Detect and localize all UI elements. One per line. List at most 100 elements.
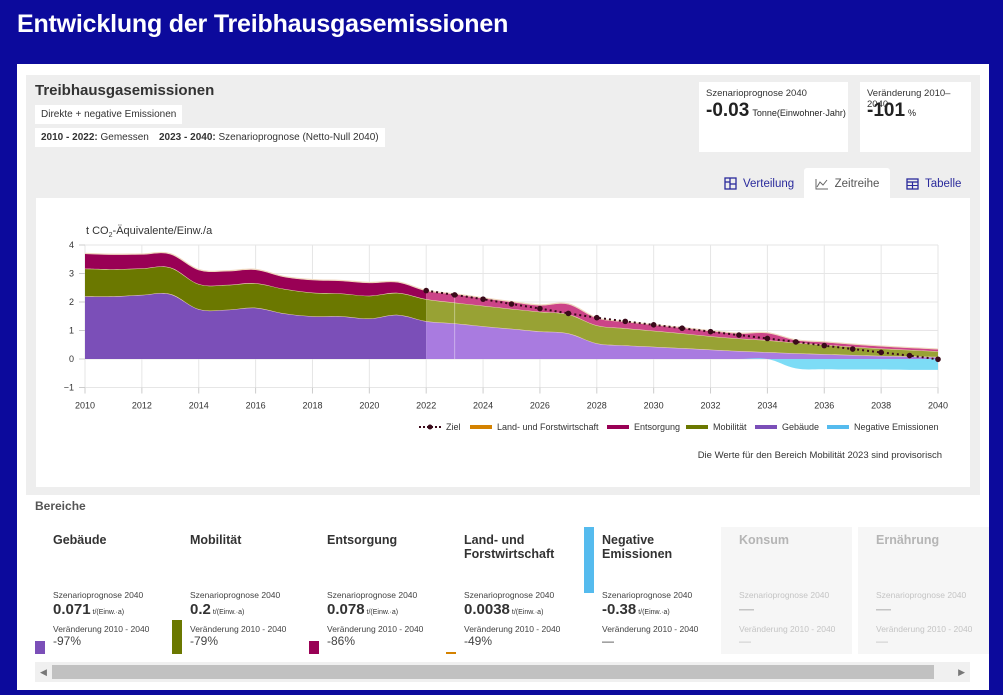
y-tick-label: 0 (69, 354, 74, 364)
bereich-card-4[interactable]: Land- und Forstwirtschaft Szenarioprognos… (446, 527, 577, 654)
tab-tabelle[interactable]: Tabelle (900, 168, 967, 199)
card-value: 0.071 (53, 601, 91, 618)
legend-item-negative-emissionen[interactable]: Negative Emissionen (827, 422, 939, 432)
bereich-card-2[interactable]: Mobilität Szenarioprognose 2040 0.2 t/(Einw… (172, 527, 303, 654)
card-title: Gebäude (53, 533, 107, 547)
card-forecast-value: -0.38 t/(Einw.·a) (602, 601, 670, 618)
card-unit: t/(Einw.·a) (212, 609, 245, 616)
tab-label: Zeitreihe (834, 177, 880, 190)
legend-item-ziel[interactable]: Ziel (419, 422, 461, 432)
x-tick-label: 2028 (587, 401, 607, 411)
card-change-label: Veränderung 2010 - 2040 (602, 624, 699, 634)
x-tick-label: 2038 (871, 401, 891, 411)
card-change-label: Veränderung 2010 - 2040 (739, 624, 836, 634)
target-point (707, 328, 714, 335)
scrollbar-thumb[interactable] (52, 665, 934, 679)
emissions-chart: 2010 2012 2014 2016 2018 2020 2022 2024 2026 2028… (64, 225, 948, 461)
area-geb-ude-forecast (426, 321, 938, 359)
page-title: Entwicklung der Treibhausgasemissionen (17, 10, 509, 38)
target-series (423, 287, 941, 363)
layout-icon (724, 177, 737, 190)
card-forecast-value: 0.078 t/(Einw.·a) (327, 601, 398, 618)
target-point (793, 339, 799, 345)
x-tick-label: 2032 (701, 401, 721, 411)
card-change-label: Veränderung 2010 - 2040 (876, 624, 973, 634)
kpi-forecast-2040: Szenarioprognose 2040 -0.03 Tonne(Einwohn… (699, 82, 848, 152)
kpi-value: -0.03 Tonne(Einwohner·Jahr) (706, 100, 846, 122)
card-value: — (739, 601, 754, 618)
target-point (878, 349, 884, 356)
tab-label: Verteilung (743, 177, 795, 190)
chart-areas (84, 251, 939, 370)
target-point (451, 292, 458, 298)
target-point (622, 318, 629, 325)
card-forecast-label: Szenarioprognose 2040 (190, 590, 281, 600)
card-title: Ernährung (876, 533, 940, 547)
area-negative-emissionen (85, 358, 938, 370)
kpi-number: -0.03 (706, 100, 750, 121)
legend-swatch (607, 425, 629, 429)
measured-period-chip: 2010 - 2022: Gemessen (35, 128, 155, 147)
legend-label: Gebäude (782, 422, 819, 432)
forecast-period-label: 2023 - 2040: (159, 132, 216, 143)
card-value: 0.0038 (464, 601, 510, 618)
legend-label: Mobilität (713, 422, 747, 432)
card-title: Entsorgung (327, 533, 398, 547)
y-tick-label: 2 (69, 297, 74, 307)
card-value-bar (309, 641, 319, 654)
x-tick-label: 2018 (302, 401, 322, 411)
x-tick-label: 2014 (189, 401, 209, 411)
card-forecast-label: Szenarioprognose 2040 (464, 590, 555, 600)
card-title: Negative Emissionen (602, 533, 673, 561)
area-entsorgung-forecast (426, 290, 938, 352)
horizontal-scrollbar[interactable]: ◀ ▶ (35, 662, 970, 682)
scope-chip: Direkte + negative Emissionen (35, 105, 183, 124)
x-tick-label: 2036 (814, 401, 834, 411)
legend-swatch (686, 425, 708, 429)
legend-swatch (470, 425, 492, 429)
tab-zeitreihe[interactable]: Zeitreihe (804, 168, 890, 199)
legend-item-geb-ude[interactable]: Gebäude (755, 422, 819, 432)
area-mobilit-t-forecast (426, 299, 938, 357)
measured-period-label: 2010 - 2022: (41, 132, 98, 143)
scroll-left-arrow-icon[interactable]: ◀ (40, 667, 47, 677)
bereich-card-3[interactable]: Entsorgung Szenarioprognose 2040 0.078 t/(E… (309, 527, 440, 654)
forecast-period-text: Szenarioprognose (Netto-Null 2040) (218, 132, 379, 143)
x-tick-label: 2022 (416, 401, 436, 411)
target-point (821, 342, 828, 349)
card-unit: t/(Einw.·a) (511, 609, 544, 616)
card-value-bar (584, 527, 594, 594)
card-title: Konsum (739, 533, 789, 547)
card-change-label: Veränderung 2010 - 2040 (190, 624, 287, 634)
bereich-card-1[interactable]: Gebäude Szenarioprognose 2040 0.071 t/(Einw… (35, 527, 166, 654)
scroll-right-arrow-icon[interactable]: ▶ (958, 667, 965, 677)
card-change-value: -97% (53, 634, 82, 648)
x-tick-label: 2012 (132, 401, 152, 411)
legend-item-mobilit-t[interactable]: Mobilität (686, 422, 747, 432)
card-value-bar (446, 652, 456, 654)
y-tick-label: 4 (69, 240, 74, 250)
kpi-label: Szenarioprognose 2040 (706, 88, 807, 99)
area-mobilit-t-measured (85, 266, 427, 322)
target-point (736, 332, 742, 338)
legend-target-dot (427, 424, 433, 430)
card-unit: t/(Einw.·a) (92, 609, 125, 616)
card-change-value: — (739, 634, 751, 648)
card-forecast-value: 0.071 t/(Einw.·a) (53, 601, 124, 618)
card-value-bar (172, 619, 182, 654)
tab-verteilung[interactable]: Verteilung (718, 168, 800, 199)
area-entsorgung-measured (85, 252, 427, 300)
legend-item-land-und-forstwirtschaft[interactable]: Land- und Forstwirtschaft (470, 422, 599, 432)
x-tick-label: 2016 (246, 401, 266, 411)
kpi-change: Veränderung 2010–2040 -101% (860, 82, 971, 152)
y-tick-label: 1 (69, 326, 74, 336)
y-tick-label: −1 (64, 383, 74, 393)
target-point (423, 287, 430, 294)
legend-label: Ziel (446, 422, 461, 432)
bereich-card-5[interactable]: Negative Emissionen Szenarioprognose 2040… (584, 527, 715, 654)
card-unit: t/(Einw.·a) (366, 609, 399, 616)
panel-title: Treibhausgasemissionen (35, 82, 215, 99)
target-point (565, 310, 572, 317)
kpi-label: Veränderung 2010–2040 (867, 88, 951, 110)
legend-item-entsorgung[interactable]: Entsorgung (607, 422, 680, 432)
